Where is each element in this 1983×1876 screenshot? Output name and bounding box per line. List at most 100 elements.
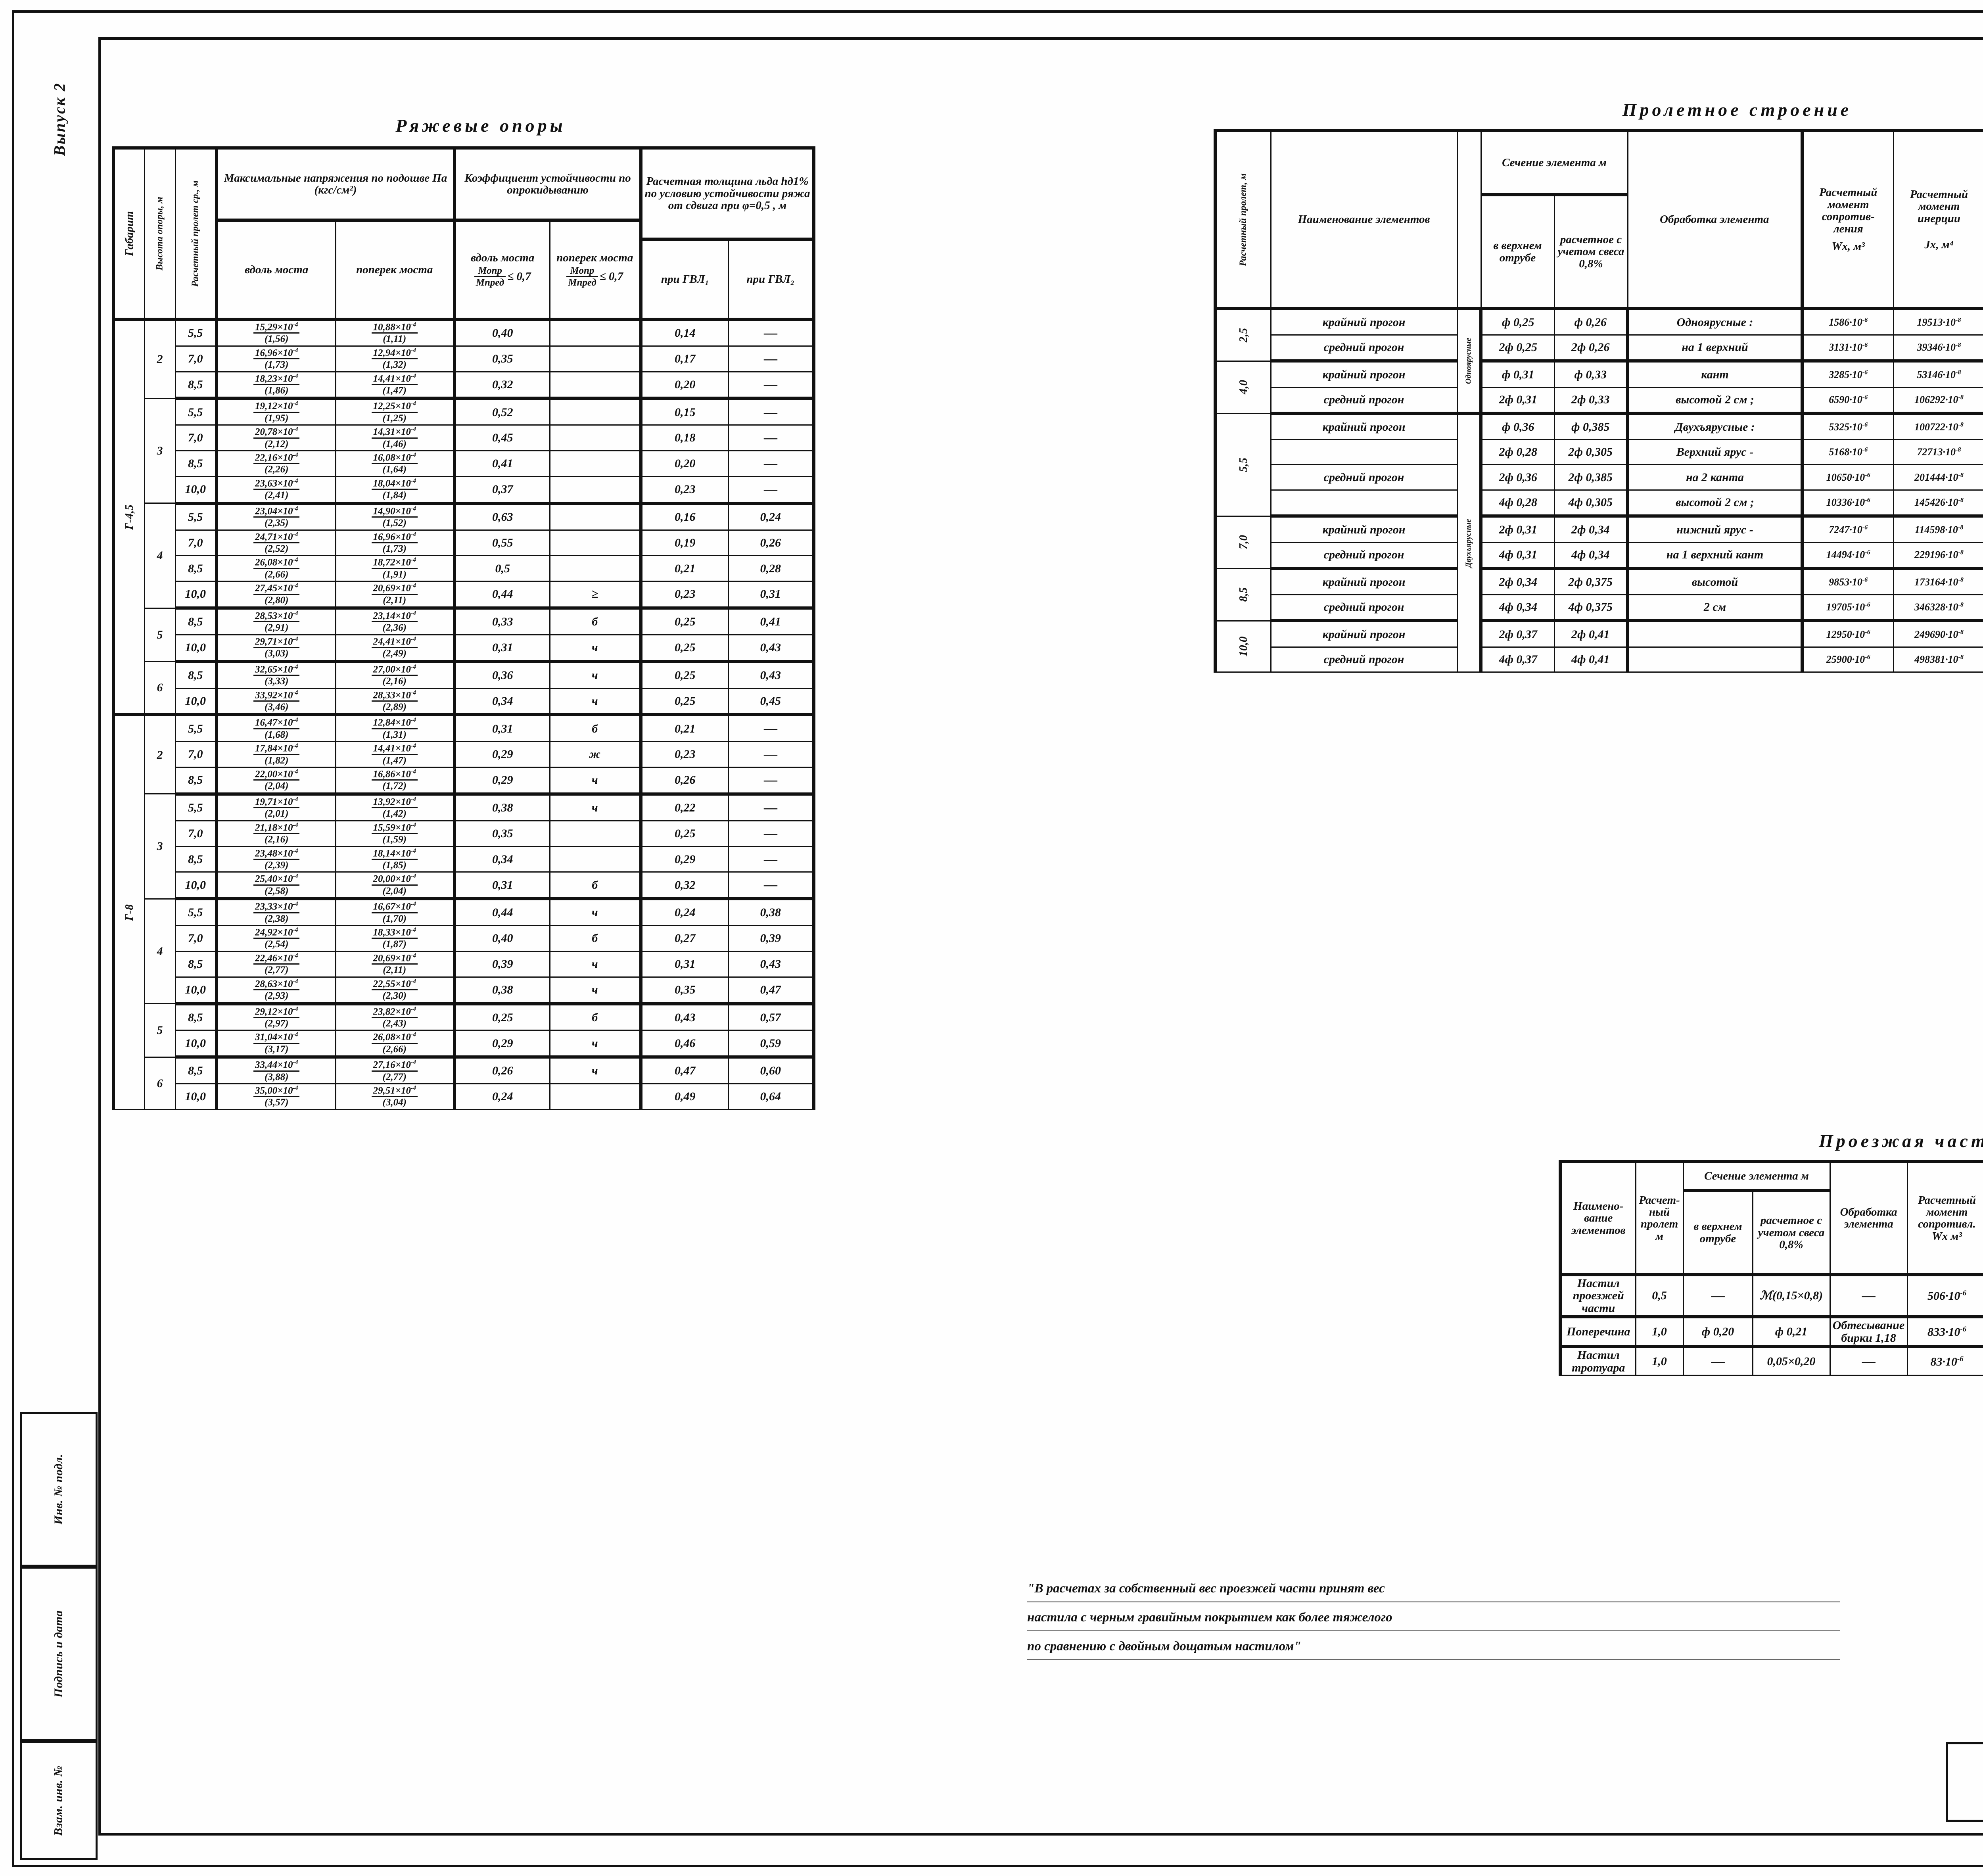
- qth-treatment: Обработка элемента: [1829, 1160, 1908, 1276]
- fraction-numerator: 14,31×10-4: [371, 426, 418, 439]
- tier-label-one: Одноярусные: [1464, 338, 1473, 384]
- fraction-denominator: (1,84): [382, 490, 407, 501]
- fraction: 23,48×10-4 (2,39): [253, 848, 300, 870]
- fraction-denominator: (2,91): [265, 622, 289, 633]
- dash-mark: —: [764, 826, 777, 841]
- exponent: -6: [1865, 497, 1870, 504]
- span-cell: 7,0: [175, 529, 217, 556]
- stress-across-cell: 14,41×10-4 (1,47): [335, 741, 455, 768]
- ryazh-grid: Габарит Высота опоры, м Расчетный пролет…: [112, 146, 815, 1110]
- fraction-numerator: 23,48×10-4: [253, 848, 300, 860]
- section-calc-cell: 2ф 0,33: [1553, 386, 1628, 414]
- qth-sec-calc: расчетное с учетом свеса 0,8%: [1752, 1189, 1831, 1276]
- exponent: -8: [1958, 549, 1964, 556]
- proezd-grid: Наимено- вание элементов Расчет- ный про…: [1559, 1160, 1983, 1376]
- k-along-cell: 0,34: [453, 687, 550, 715]
- fraction-numerator: 14,41×10-4: [371, 743, 418, 755]
- qth-name: Наимено- вание элементов: [1559, 1160, 1636, 1276]
- fraction-numerator: 10,88×10-4: [371, 322, 418, 334]
- exponent: -8: [1958, 497, 1964, 504]
- stress-across-cell: 16,08×10-4 (1,64): [335, 450, 455, 477]
- gabarit-label: Г-8: [123, 904, 136, 921]
- exponent: -4: [411, 505, 416, 512]
- fraction-numerator: 16,08×10-4: [371, 452, 418, 464]
- ice-gvl1-cell: 0,17: [639, 345, 729, 372]
- wx-cell: 6590·10-6: [1801, 386, 1894, 414]
- fraction-numerator: 13,92×10-4: [371, 796, 418, 809]
- section-top-cell: ф 0,31: [1479, 359, 1555, 388]
- treatment-cell: 2 см: [1626, 594, 1803, 621]
- fraction-numerator: 22,46×10-4: [253, 953, 300, 965]
- table-row: 7,0 24,71×10-4 (2,52) 16,96×10-4 (1,73) 0,55 0…: [113, 529, 815, 556]
- fraction: 26,08×10-4 (2,66): [371, 1032, 418, 1054]
- fraction-numerator: 16,67×10-4: [371, 901, 418, 913]
- section-top-cell: 4ф 0,37: [1479, 646, 1555, 673]
- jx-cell: 100722·10-8: [1893, 412, 1983, 440]
- section-top-cell: ф 0,25: [1479, 307, 1555, 336]
- table-row: 8,5 крайний прогон 2ф 0,34 2ф 0,375 высотой 9…: [1214, 567, 1983, 621]
- exponent: -4: [293, 663, 298, 670]
- stress-along-cell: 24,92×10-4 (2,54): [215, 925, 336, 952]
- element-name-cell: [1270, 489, 1458, 517]
- exponent: -4: [411, 610, 416, 617]
- fraction: 16,47×10-4 (1,68): [253, 717, 300, 740]
- fraction-denominator: (2,12): [265, 438, 289, 449]
- stress-along-cell: 21,18×10-4 (2,16): [215, 820, 336, 847]
- fraction-denominator: (2,54): [265, 939, 289, 950]
- fraction-denominator: (2,35): [265, 518, 289, 529]
- fraction-numerator: 18,72×10-4: [371, 557, 418, 569]
- k-along-cell: 0,29: [453, 767, 550, 795]
- k-across-cell: [549, 424, 642, 452]
- stress-across-cell: 18,33×10-4 (1,87): [335, 925, 455, 952]
- treatment-cell: Верхний ярус -: [1626, 439, 1803, 465]
- wx-cell: 9853·10-6: [1801, 567, 1894, 595]
- element-name-cell: средний прогон: [1270, 594, 1458, 621]
- span-cell: 8,5: [175, 371, 217, 399]
- ice-gvl2-cell: —: [727, 397, 815, 426]
- ice-gvl1-cell: 0,20: [639, 450, 729, 477]
- section-top-cell: 2ф 0,28: [1479, 439, 1555, 465]
- span-cell: 0,5: [1635, 1273, 1684, 1318]
- pth-sec-top: в верхнем отрубе: [1480, 193, 1555, 309]
- jx-cell: 173164·10-8: [1893, 567, 1983, 595]
- exponent: -6: [1865, 471, 1870, 478]
- k-along-cell: 0,35: [453, 345, 550, 372]
- stress-across-cell: 16,67×10-4 (1,70): [335, 897, 455, 926]
- margin-stamp-inv-podl: Инв. № подл.: [20, 1412, 98, 1567]
- fraction: 26,08×10-4 (2,66): [253, 557, 300, 579]
- span-cell: 8,5: [1214, 568, 1271, 621]
- stress-along-cell: 31,04×10-4 (3,17): [215, 1030, 336, 1058]
- fraction-denominator: (1,47): [382, 755, 407, 766]
- section-top-cell: 2ф 0,31: [1479, 514, 1555, 543]
- section-top-cell: 4ф 0,28: [1479, 489, 1555, 517]
- span-cell: 7,0: [175, 925, 217, 952]
- fraction: 27,00×10-4 (2,16): [371, 664, 418, 686]
- dash-mark: —: [1711, 1354, 1725, 1369]
- exponent: -4: [293, 742, 298, 750]
- table-row: 8,5 18,23×10-4 (1,86) 14,41×10-4 (1,47) 0,32 0…: [113, 371, 815, 399]
- fraction: 33,92×10-4 (3,46): [253, 689, 300, 712]
- k-across-cell: б: [549, 925, 642, 952]
- stress-along-cell: 26,08×10-4 (2,66): [215, 555, 336, 582]
- margin-stamp-vzam-inv: Взам. инв. №: [20, 1741, 98, 1860]
- span-label: 10,0: [1237, 636, 1250, 657]
- table-ryazhevye-opory: Ряжевые опоры Габарит Высота опоры, м Ра…: [112, 115, 815, 1110]
- pth-wx: Расчетный момент сопротив-ления Wx, м³: [1801, 129, 1894, 309]
- stress-along-cell: 33,92×10-4 (3,46): [215, 687, 336, 715]
- fraction: 31,04×10-4 (3,17): [253, 1032, 300, 1054]
- exponent: -4: [411, 952, 416, 959]
- fraction-numerator: 26,08×10-4: [253, 557, 300, 569]
- k-across-cell: ч: [549, 950, 642, 978]
- dash-mark: —: [764, 877, 777, 892]
- element-name-cell: Настил проезжей части: [1559, 1273, 1636, 1318]
- qth-section: Сечение элемента м: [1682, 1160, 1831, 1191]
- fraction: 16,67×10-4 (1,70): [371, 901, 418, 924]
- height-cell: 6: [144, 1056, 176, 1110]
- fraction-denominator: (2,52): [265, 543, 289, 554]
- fraction: 24,92×10-4 (2,54): [253, 927, 300, 950]
- dash-mark: —: [764, 800, 777, 815]
- fraction-numerator: 20,69×10-4: [371, 583, 418, 595]
- ice-gvl1-cell: 0,21: [639, 555, 729, 582]
- k-across-cell: [549, 1083, 642, 1110]
- exponent: -4: [293, 1085, 298, 1092]
